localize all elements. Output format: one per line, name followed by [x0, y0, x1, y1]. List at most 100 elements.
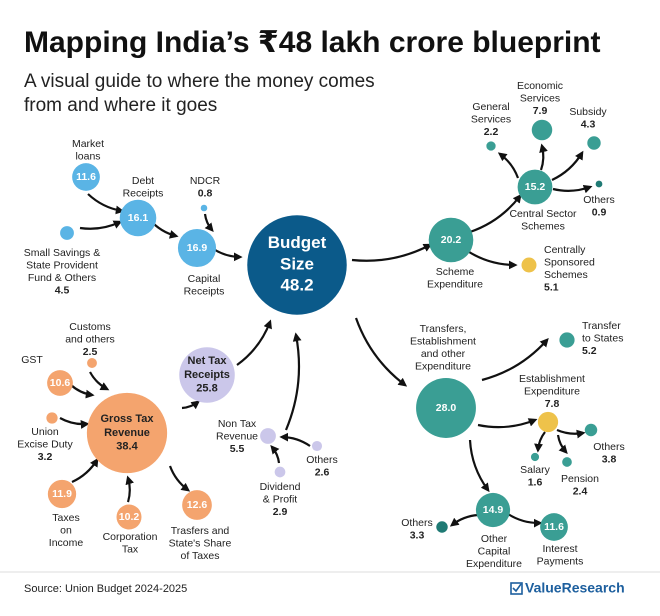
node-value: 0.8 — [198, 187, 213, 199]
bubble — [531, 119, 553, 141]
brand-icon — [512, 583, 522, 593]
arrow — [551, 150, 584, 181]
arrow — [279, 432, 311, 447]
node-label: and other — [421, 348, 466, 360]
arrow — [125, 475, 134, 503]
arrow — [236, 319, 272, 366]
source: Source: Union Budget 2024-2025 — [24, 583, 187, 595]
node-label: Pension — [561, 473, 599, 485]
node-label: Others — [583, 194, 615, 206]
arrow — [481, 338, 549, 382]
brand-icon — [510, 582, 523, 595]
arrow — [203, 213, 214, 233]
node-label: Expenditure — [427, 278, 483, 290]
node-label: Payments — [537, 555, 584, 567]
bubble — [562, 457, 572, 467]
node-label: Services — [520, 92, 560, 104]
arrow — [284, 332, 302, 431]
bubble — [182, 490, 212, 520]
node-label: Excise Duty — [17, 438, 73, 450]
node-label: Receipts — [184, 285, 225, 297]
bubble-value: 20.2 — [441, 234, 462, 246]
node-label: Taxes — [52, 512, 79, 524]
arrow — [534, 431, 546, 453]
bubble-value: 38.4 — [116, 441, 138, 453]
node-value: 1.6 — [528, 476, 543, 488]
node-label: Establishment — [519, 373, 585, 385]
bubble — [416, 378, 476, 438]
node-label: Subsidy — [569, 106, 607, 118]
bubble — [517, 169, 553, 205]
node-label: Capital — [188, 273, 221, 285]
node-label: NDCR — [190, 175, 221, 187]
node-value: 4.3 — [581, 118, 596, 130]
node-label: Small Savings & — [24, 247, 100, 259]
node-value: 5.5 — [230, 443, 245, 455]
bubble — [584, 423, 598, 437]
node-value: 0.9 — [592, 206, 607, 218]
bubble — [311, 440, 323, 452]
node-label: Trasfers and — [171, 525, 230, 537]
node-value: 2.6 — [315, 466, 330, 478]
node-label: GST — [21, 354, 43, 366]
node-label: Scheme — [436, 266, 475, 278]
bubble — [247, 215, 347, 315]
node-label: Tax — [122, 543, 139, 555]
arrow — [70, 384, 95, 399]
bubble — [587, 136, 601, 150]
node-label: Other — [481, 533, 508, 545]
node-label: Non Tax — [218, 418, 257, 430]
arrow — [469, 193, 522, 234]
bubble-value: 16.9 — [187, 242, 208, 254]
node-label: Services — [471, 113, 511, 125]
title: Mapping India’s ₹48 lakh crore blueprint — [24, 26, 601, 59]
node-value: 2.5 — [83, 346, 98, 358]
bubble — [47, 370, 73, 396]
bubble — [595, 180, 603, 188]
bubble — [530, 452, 540, 462]
node-label: Capital — [478, 545, 511, 557]
arrow — [507, 513, 543, 528]
node-label: Central Sector — [509, 208, 577, 220]
bubble-value: 25.8 — [196, 383, 217, 395]
arrow — [539, 143, 548, 171]
node-label: State's Share — [169, 537, 232, 549]
bubble — [177, 228, 217, 268]
node-label: Expenditure — [415, 360, 471, 372]
bubble — [260, 428, 276, 444]
arrow — [465, 249, 518, 270]
node-label: Dividend — [260, 481, 301, 493]
bubble-label: Net Tax — [188, 355, 228, 367]
node-value: 2.4 — [573, 485, 588, 497]
arrow — [351, 243, 433, 262]
node-label: on — [60, 524, 72, 536]
bubble — [179, 347, 235, 403]
node-label: Expenditure — [466, 558, 522, 570]
node-label: Transfers, — [420, 323, 467, 335]
node-value: 4.5 — [55, 284, 70, 296]
bubble — [86, 392, 168, 474]
bubble-label: Receipts — [184, 369, 230, 381]
arrow — [79, 220, 123, 230]
node-label: Debt — [132, 175, 154, 187]
bubble-value: 11.9 — [52, 488, 72, 500]
bubble — [72, 163, 100, 191]
arrow — [71, 457, 99, 483]
bubble-value: 48.2 — [280, 276, 313, 295]
arrow — [354, 317, 408, 387]
node-label: State Provident — [26, 259, 98, 271]
node-label: Fund & Others — [28, 272, 96, 284]
brand: ValueResearch — [525, 580, 625, 596]
arrow — [89, 371, 110, 391]
node-label: loans — [75, 150, 100, 162]
bubble-value: 15.2 — [525, 181, 546, 193]
bubble — [274, 466, 286, 478]
bubble — [116, 504, 142, 530]
node-label: Transfer — [582, 320, 621, 332]
bubble-value: 14.9 — [483, 504, 504, 516]
arrow — [552, 184, 593, 194]
bubble-label: Revenue — [104, 427, 150, 439]
arrow — [468, 439, 490, 493]
bubble-value: 16.1 — [128, 212, 149, 224]
